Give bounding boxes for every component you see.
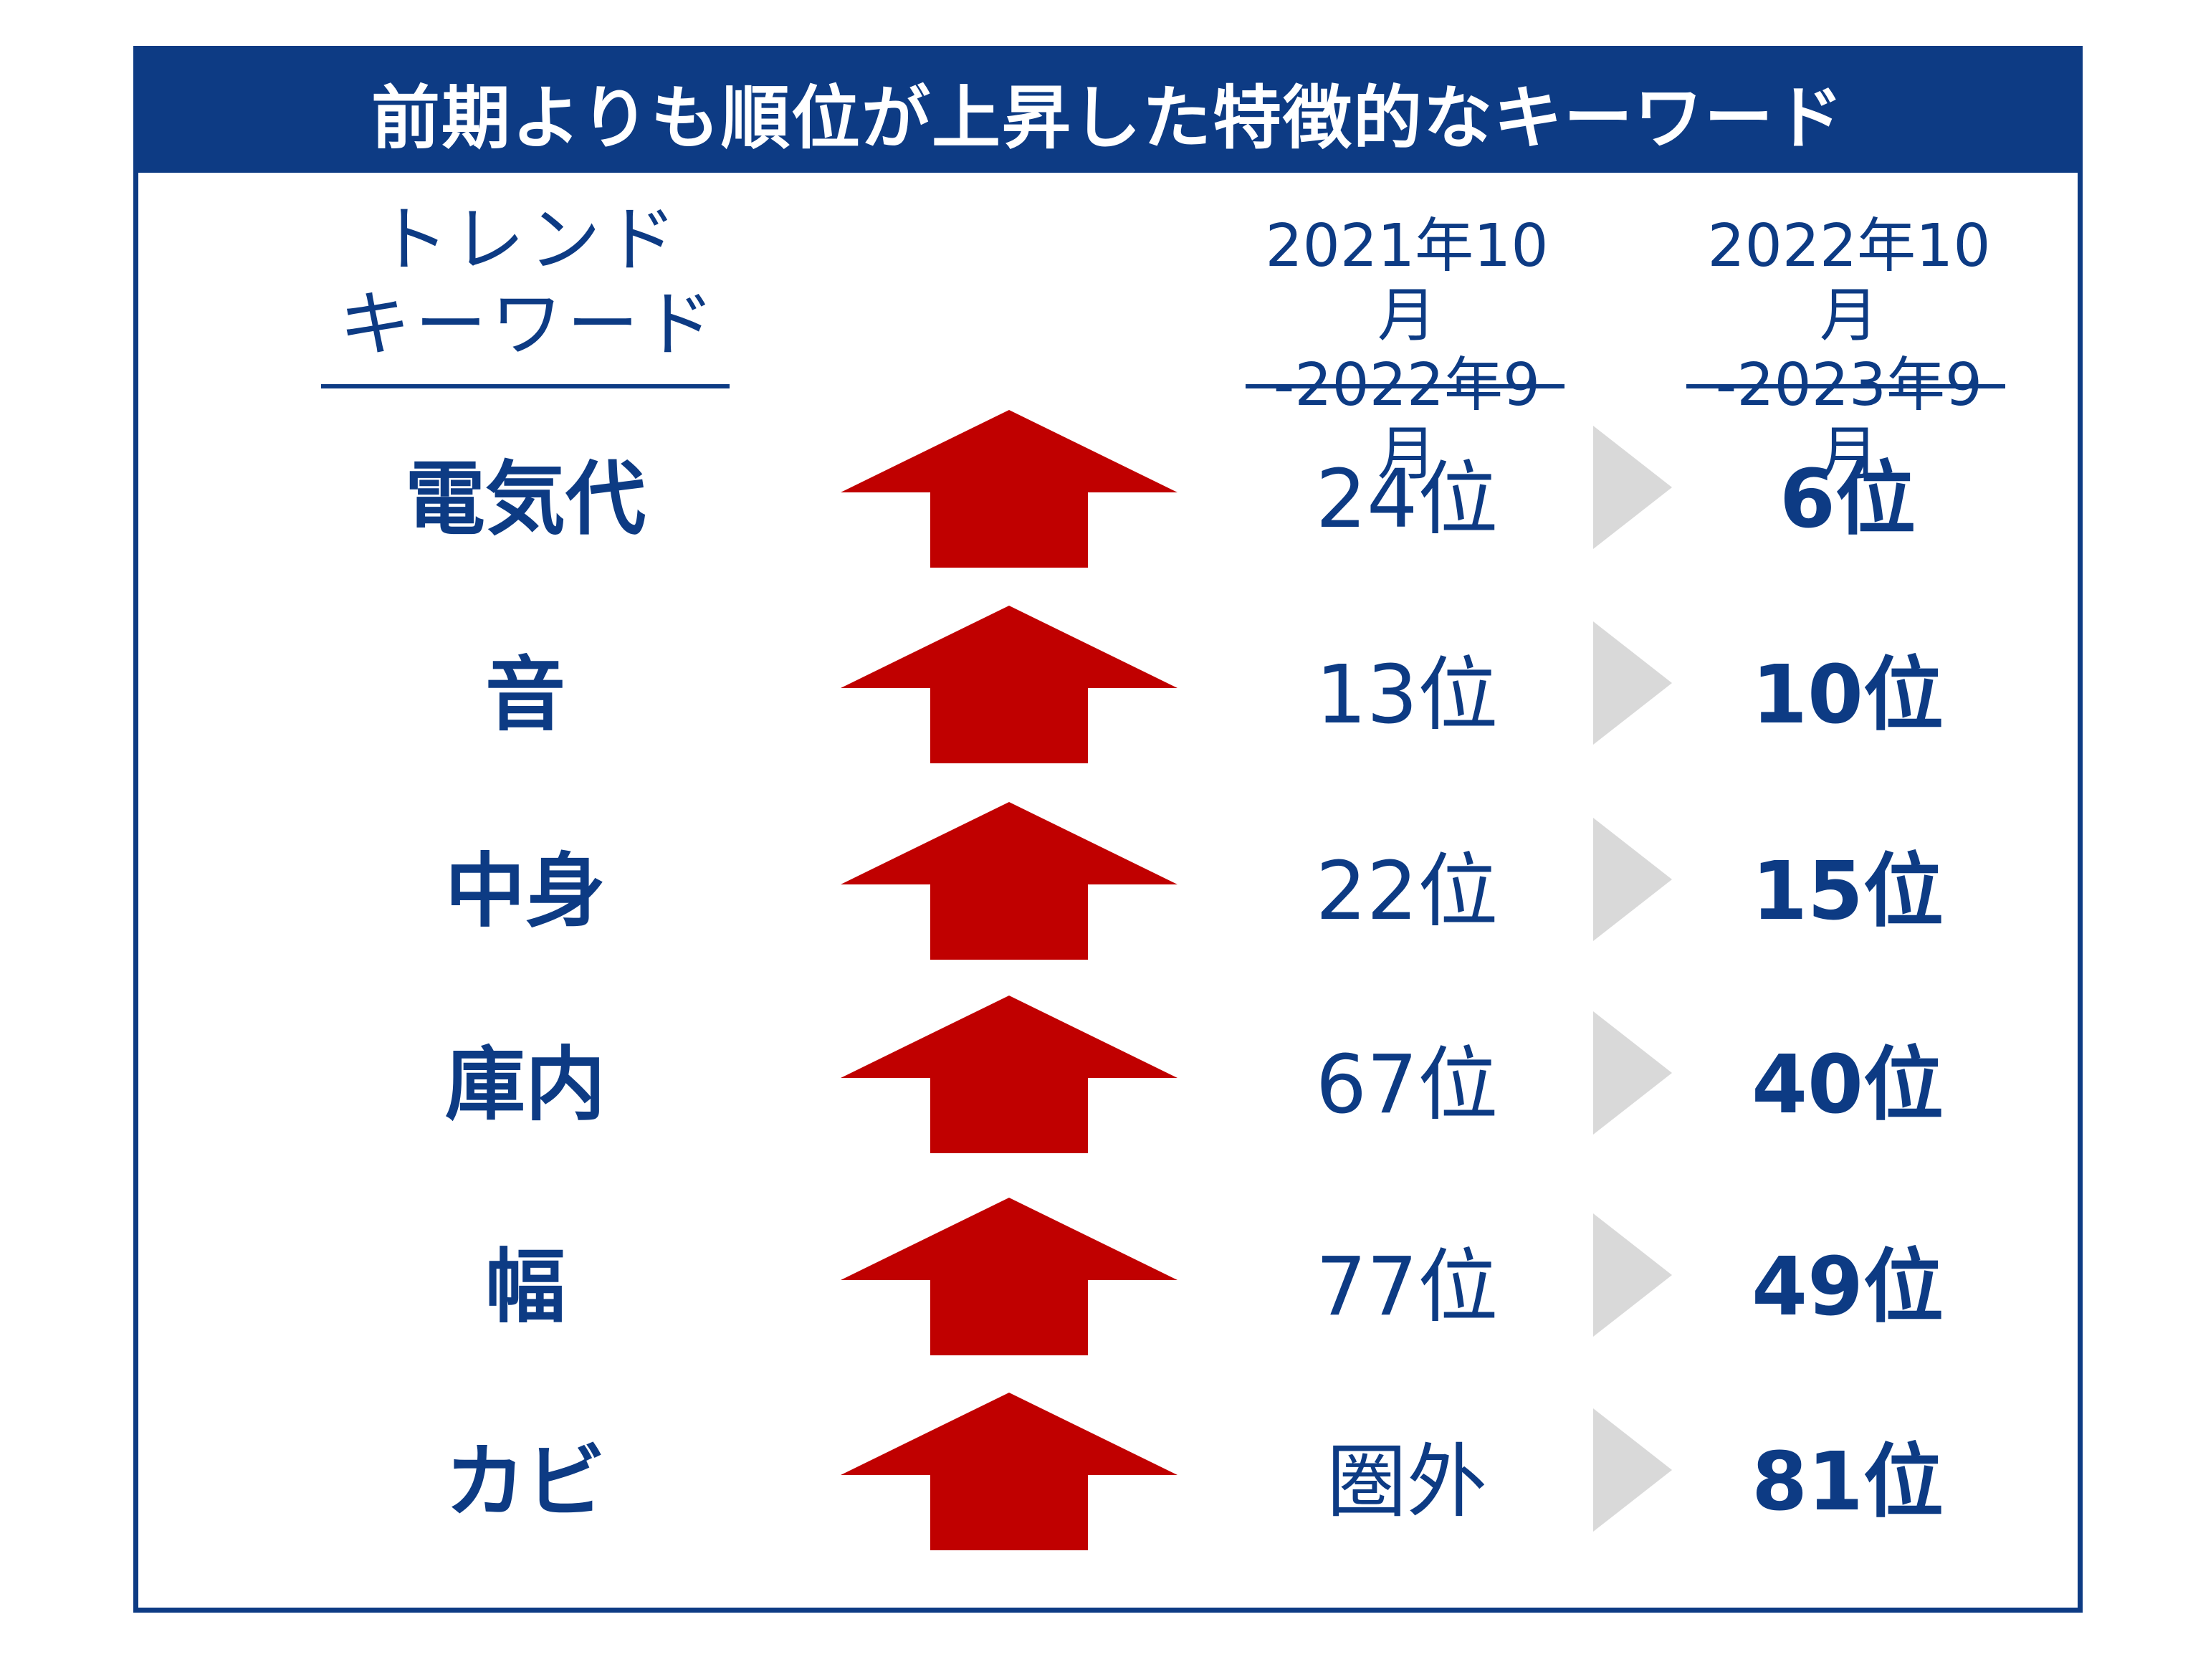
chevron-right-icon — [1593, 1011, 1672, 1135]
current-rank: 10位 — [1752, 649, 1944, 742]
panel-title: 前期よりも順位が上昇した特徴的なキーワード — [138, 51, 2078, 173]
header-period-1-line1: 2021年10月 — [1265, 212, 1549, 350]
header-keyword: トレンド キーワード — [321, 198, 737, 367]
up-arrow-icon — [841, 1393, 1177, 1550]
previous-rank: 22位 — [1315, 845, 1499, 938]
up-arrow-icon — [841, 802, 1177, 960]
chevron-right-icon — [1593, 818, 1672, 941]
ranking-row: 庫内 67位 40位 — [138, 996, 2078, 1160]
header-period-2: 2022年10月 -2023年9月 — [1688, 212, 2010, 490]
up-arrow-icon — [841, 606, 1177, 763]
chevron-right-icon — [1593, 426, 1672, 549]
header-keyword-underline — [321, 384, 730, 388]
ranking-row: 電気代 24位 6位 — [138, 410, 2078, 575]
ranking-row: 幅 77位 49位 — [138, 1198, 2078, 1362]
current-rank: 15位 — [1752, 845, 1944, 938]
current-rank: 49位 — [1752, 1241, 1944, 1334]
header-keyword-line2: キーワード — [339, 282, 719, 366]
chevron-right-icon — [1593, 621, 1672, 745]
ranking-row: 中身 22位 15位 — [138, 802, 2078, 967]
header-keyword-line1: トレンド — [377, 198, 681, 282]
chevron-right-icon — [1593, 1213, 1672, 1337]
keyword-label: 電気代 — [405, 453, 646, 546]
previous-rank: 圏外 — [1327, 1436, 1487, 1529]
ranking-row: カビ 圏外 81位 — [138, 1393, 2078, 1557]
keyword-label: 幅 — [485, 1241, 565, 1334]
previous-rank: 67位 — [1315, 1039, 1499, 1132]
up-arrow-icon — [841, 996, 1177, 1153]
current-rank: 40位 — [1752, 1039, 1944, 1132]
ranking-panel: 前期よりも順位が上昇した特徴的なキーワード トレンド キーワード 2021年10… — [133, 46, 2083, 1613]
up-arrow-icon — [841, 410, 1177, 568]
keyword-label: 音 — [485, 649, 565, 742]
header-period-2-line1: 2022年10月 — [1707, 212, 1991, 350]
current-rank: 81位 — [1752, 1436, 1944, 1529]
current-rank: 6位 — [1779, 453, 1916, 546]
header-period-2-underline — [1686, 384, 2005, 388]
previous-rank: 24位 — [1315, 453, 1499, 546]
keyword-label: 中身 — [445, 845, 606, 938]
ranking-row: 音 13位 10位 — [138, 606, 2078, 770]
keyword-label: 庫内 — [445, 1039, 606, 1132]
chevron-right-icon — [1593, 1408, 1672, 1532]
previous-rank: 77位 — [1315, 1241, 1499, 1334]
up-arrow-icon — [841, 1198, 1177, 1355]
previous-rank: 13位 — [1315, 649, 1499, 742]
header-period-1-underline — [1246, 384, 1564, 388]
keyword-label: カビ — [445, 1436, 606, 1529]
